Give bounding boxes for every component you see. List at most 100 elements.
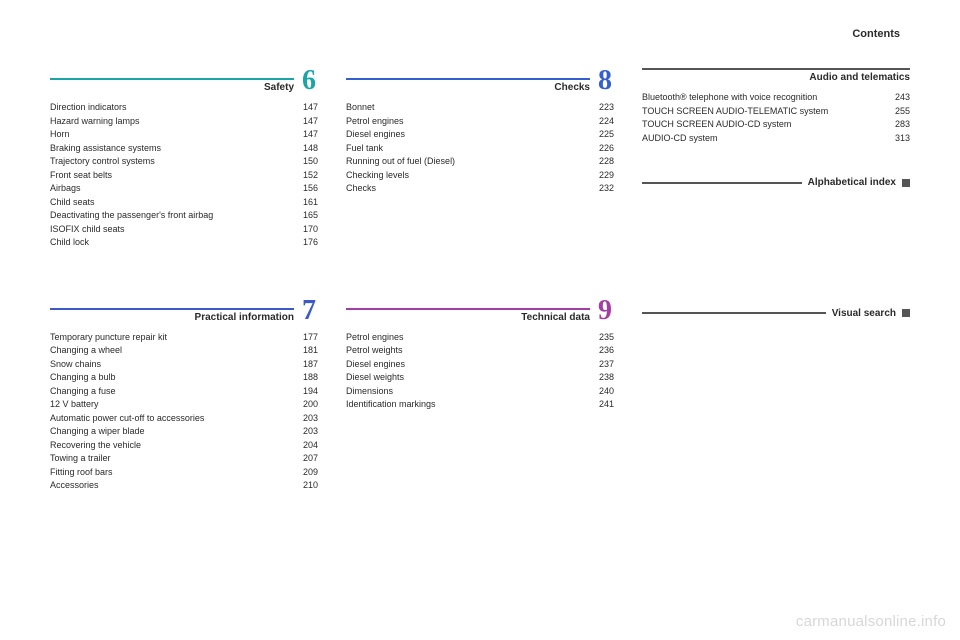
entry-label: Changing a fuse <box>50 385 288 399</box>
section-head-practical: Practical information 7 <box>50 298 318 323</box>
entry-label: Diesel engines <box>346 128 584 142</box>
entry-label: ISOFIX child seats <box>50 223 288 237</box>
section-checks: Checks 8 Bonnet223Petrol engines224Diese… <box>346 68 614 250</box>
entry-label: Horn <box>50 128 288 142</box>
toc-entry: Changing a fuse194 <box>50 385 318 399</box>
toc-entry: TOUCH SCREEN AUDIO-CD system283 <box>642 118 910 132</box>
toc-entry: Bluetooth® telephone with voice recognit… <box>642 91 910 105</box>
entry-page: 238 <box>584 371 614 385</box>
toc-entry: Deactivating the passenger's front airba… <box>50 209 318 223</box>
entry-label: Snow chains <box>50 358 288 372</box>
toc-entry: ISOFIX child seats170 <box>50 223 318 237</box>
entry-label: Fuel tank <box>346 142 584 156</box>
entry-label: Airbags <box>50 182 288 196</box>
entry-page: 203 <box>288 412 318 426</box>
section-title: Technical data <box>521 312 590 323</box>
rule-alpha <box>642 182 802 184</box>
entry-label: Diesel weights <box>346 371 584 385</box>
entry-page: 240 <box>584 385 614 399</box>
entry-page: 236 <box>584 344 614 358</box>
toc-entry: Temporary puncture repair kit177 <box>50 331 318 345</box>
entry-label: Towing a trailer <box>50 452 288 466</box>
entry-page: 237 <box>584 358 614 372</box>
section-title: Safety <box>264 82 294 93</box>
entry-label: Deactivating the passenger's front airba… <box>50 209 288 223</box>
entry-page: 243 <box>880 91 910 105</box>
entry-label: Changing a bulb <box>50 371 288 385</box>
entry-page: 232 <box>584 182 614 196</box>
section-safety: Safety 6 Direction indicators147Hazard w… <box>50 68 318 250</box>
entry-page: 226 <box>584 142 614 156</box>
section-audio: Audio and telematics Bluetooth® telephon… <box>642 68 910 250</box>
toc-entry: Airbags156 <box>50 182 318 196</box>
toc-entry: Fuel tank226 <box>346 142 614 156</box>
toc-entry: 12 V battery200 <box>50 398 318 412</box>
entry-page: 148 <box>288 142 318 156</box>
section-head-safety: Safety 6 <box>50 68 318 93</box>
toc-entry: Child seats161 <box>50 196 318 210</box>
rule-checks <box>346 78 590 80</box>
entry-label: Recovering the vehicle <box>50 439 288 453</box>
toc-entry: Petrol engines224 <box>346 115 614 129</box>
entry-label: TOUCH SCREEN AUDIO-CD system <box>642 118 880 132</box>
entry-label: Child lock <box>50 236 288 250</box>
entry-label: Checks <box>346 182 584 196</box>
section-head-visual: Visual search <box>642 308 910 319</box>
entry-label: Bluetooth® telephone with voice recognit… <box>642 91 880 105</box>
rule-safety <box>50 78 294 80</box>
toc-entry: Hazard warning lamps147 <box>50 115 318 129</box>
section-head-audio: Audio and telematics <box>642 68 910 83</box>
toc-entry: Towing a trailer207 <box>50 452 318 466</box>
entry-page: 255 <box>880 105 910 119</box>
index-marker-icon <box>902 309 910 317</box>
toc-entry: Identification markings241 <box>346 398 614 412</box>
entry-label: Automatic power cut-off to accessories <box>50 412 288 426</box>
entry-label: Temporary puncture repair kit <box>50 331 288 345</box>
entry-label: AUDIO-CD system <box>642 132 880 146</box>
section-title: Practical information <box>195 312 294 323</box>
entry-page: 176 <box>288 236 318 250</box>
chapter-number: 7 <box>300 298 318 323</box>
toc-entry: Snow chains187 <box>50 358 318 372</box>
entry-page: 283 <box>880 118 910 132</box>
toc-row-2: Practical information 7 Temporary punctu… <box>50 298 910 493</box>
entry-page: 170 <box>288 223 318 237</box>
entry-label: TOUCH SCREEN AUDIO-TELEMATIC system <box>642 105 880 119</box>
section-title: Audio and telematics <box>809 72 910 83</box>
entry-label: Trajectory control systems <box>50 155 288 169</box>
entry-label: Changing a wiper blade <box>50 425 288 439</box>
entry-page: 225 <box>584 128 614 142</box>
entry-page: 187 <box>288 358 318 372</box>
toc-entry: Running out of fuel (Diesel)228 <box>346 155 614 169</box>
toc-entry: Braking assistance systems148 <box>50 142 318 156</box>
section-title: Visual search <box>832 308 896 319</box>
entry-label: Identification markings <box>346 398 584 412</box>
chapter-number: 9 <box>596 298 614 323</box>
entry-label: Checking levels <box>346 169 584 183</box>
entry-label: Petrol engines <box>346 115 584 129</box>
entries-audio: Bluetooth® telephone with voice recognit… <box>642 91 910 145</box>
entry-page: 165 <box>288 209 318 223</box>
toc-entry: Diesel weights238 <box>346 371 614 385</box>
entry-page: 194 <box>288 385 318 399</box>
section-technical: Technical data 9 Petrol engines235Petrol… <box>346 298 614 493</box>
toc-entry: Recovering the vehicle204 <box>50 439 318 453</box>
entry-label: Bonnet <box>346 101 584 115</box>
toc-entry: Direction indicators147 <box>50 101 318 115</box>
entry-page: 210 <box>288 479 318 493</box>
entry-page: 228 <box>584 155 614 169</box>
entry-page: 223 <box>584 101 614 115</box>
entry-label: Hazard warning lamps <box>50 115 288 129</box>
section-visual-search: Visual search <box>642 298 910 493</box>
entries-checks: Bonnet223Petrol engines224Diesel engines… <box>346 101 614 196</box>
toc-entry: Changing a wheel181 <box>50 344 318 358</box>
toc-entry: Checks232 <box>346 182 614 196</box>
entry-page: 241 <box>584 398 614 412</box>
entry-page: 181 <box>288 344 318 358</box>
watermark: carmanualsonline.info <box>796 613 946 630</box>
toc-entry: Child lock176 <box>50 236 318 250</box>
entry-label: Petrol weights <box>346 344 584 358</box>
toc-entry: Fitting roof bars209 <box>50 466 318 480</box>
toc-entry: Petrol engines235 <box>346 331 614 345</box>
entry-page: 156 <box>288 182 318 196</box>
